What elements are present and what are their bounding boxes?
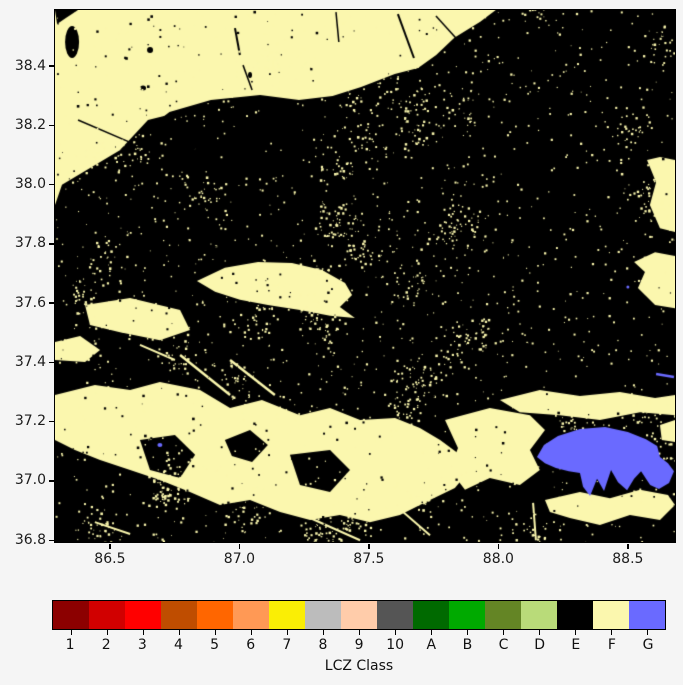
colorbar-cell-6: [233, 601, 269, 635]
colorbar-tick-label-C: C: [498, 637, 509, 653]
colorbar-cell-10: [377, 601, 413, 635]
y-tick-mark: [49, 183, 54, 186]
colorbar-cell-5: [197, 601, 233, 635]
colorbar-tick-mark: [359, 630, 361, 635]
colorbar-axis-label: LCZ Class: [324, 658, 394, 674]
y-tick-mark: [49, 302, 54, 304]
y-tick-label: 38.4: [14, 57, 46, 74]
colorbar-cell-3: [125, 601, 161, 635]
colorbar-tick-label-6: 6: [246, 637, 256, 653]
colorbar-tick-label-2: 2: [101, 637, 111, 653]
y-tick-label: 37.2: [14, 413, 46, 430]
colorbar-tick-mark: [539, 630, 541, 635]
y-tick-mark: [49, 243, 54, 245]
colorbar-cell-F: [593, 601, 629, 635]
colorbar-cell-2: [89, 601, 125, 635]
x-tick-label: 88.5: [612, 551, 644, 567]
y-tick-mark: [49, 65, 54, 67]
y-tick-label: 37.8: [14, 235, 46, 252]
colorbar-cell-C: [485, 601, 521, 635]
colorbar-tick-mark: [611, 630, 613, 635]
x-tick-mark: [627, 543, 629, 549]
x-tick-label: 87.0: [223, 551, 255, 567]
y-tick-label: 38.2: [14, 116, 46, 133]
colorbar-tick-label-9: 9: [354, 637, 364, 653]
colorbar-tick-mark: [287, 630, 289, 635]
colorbar-tick-label-3: 3: [137, 637, 147, 653]
colorbar-cell-4: [161, 601, 197, 635]
colorbar-tick-label-8: 8: [318, 637, 328, 653]
colorbar-tick-mark: [467, 630, 469, 635]
colorbar-cell-G: [629, 601, 665, 635]
colorbar-tick-mark: [251, 630, 253, 635]
colorbar-tick-label-E: E: [571, 637, 581, 653]
y-tick-mark: [49, 124, 54, 126]
colorbar-tick-mark: [71, 630, 73, 635]
y-tick-mark: [49, 480, 54, 482]
colorbar-tick-label-F: F: [607, 637, 616, 653]
x-tick-mark: [238, 543, 241, 549]
x-tick-label: 87.5: [353, 551, 385, 567]
colorbar-tick-mark: [431, 630, 433, 635]
colorbar-tick-label-5: 5: [210, 637, 220, 653]
colorbar-cell-8: [305, 601, 341, 635]
colorbar-tick-mark: [575, 630, 577, 635]
colorbar-tick-mark: [179, 630, 181, 635]
y-tick-mark: [49, 420, 54, 423]
y-tick-label: 36.8: [14, 531, 46, 548]
colorbar-cell-1: [53, 601, 89, 635]
colorbar-tick-mark: [395, 630, 397, 635]
x-tick-label: 88.0: [482, 551, 514, 567]
lcz-map-plot-area: [53, 8, 676, 543]
y-tick-mark: [49, 361, 54, 364]
colorbar-tick-label-B: B: [462, 637, 473, 653]
colorbar-tick-label-A: A: [426, 637, 437, 653]
x-tick-mark: [368, 543, 370, 549]
x-tick-mark: [497, 543, 500, 549]
colorbar-tick-label-G: G: [642, 637, 654, 653]
y-tick-mark: [49, 539, 54, 541]
colorbar-tick-mark: [143, 630, 145, 635]
x-tick-label: 86.5: [94, 551, 126, 567]
colorbar-tick-label-7: 7: [282, 637, 292, 653]
colorbar-tick-mark: [503, 630, 505, 635]
colorbar: [52, 600, 666, 635]
x-tick-mark: [109, 543, 111, 549]
colorbar-cell-A: [413, 601, 449, 635]
y-tick-label: 38.0: [14, 176, 46, 193]
colorbar-tick-label-4: 4: [173, 637, 183, 653]
colorbar-cell-E: [557, 601, 593, 635]
colorbar-cell-B: [449, 601, 485, 635]
colorbar-cell-9: [341, 601, 377, 635]
colorbar-tick-mark: [107, 630, 109, 635]
map-canvas: [54, 9, 675, 542]
colorbar-tick-label-10: 10: [386, 637, 405, 653]
colorbar-tick-label-1: 1: [65, 637, 75, 653]
y-tick-label: 37.0: [14, 472, 46, 489]
colorbar-cell-D: [521, 601, 557, 635]
colorbar-tick-label-D: D: [534, 637, 546, 653]
y-tick-label: 37.4: [14, 353, 46, 370]
colorbar-tick-mark: [323, 630, 325, 635]
colorbar-cell-7: [269, 601, 305, 635]
y-tick-label: 37.6: [14, 294, 46, 311]
colorbar-tick-mark: [647, 630, 649, 635]
colorbar-tick-labels: 1 2 3 4 5 6 7 8 9 10 A B C D E F G: [52, 637, 666, 654]
colorbar-tick-mark: [215, 630, 217, 635]
